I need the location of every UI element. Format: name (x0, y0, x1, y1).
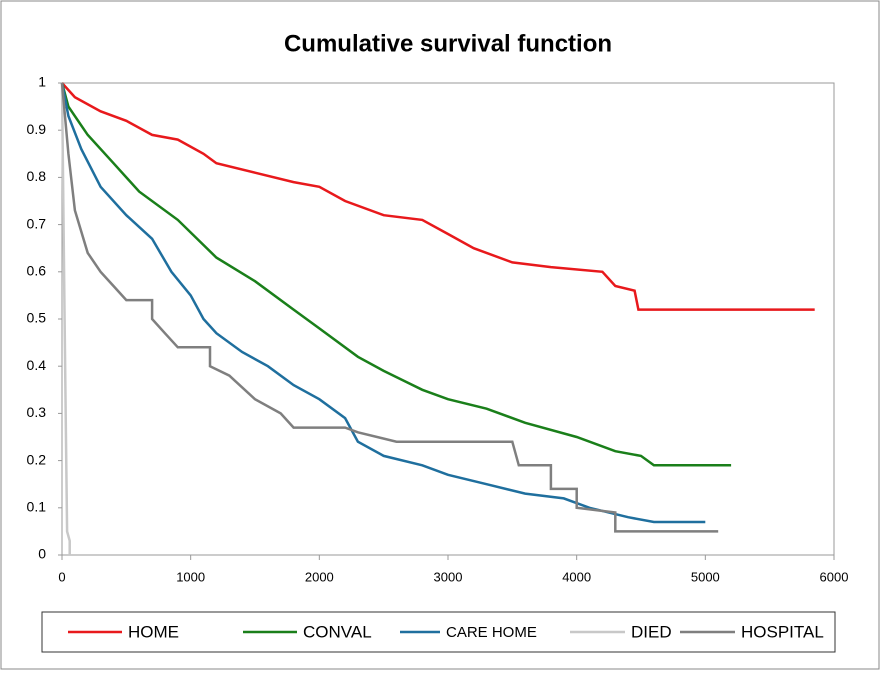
legend-box (41, 611, 836, 653)
y-tick-label: 0.7 (27, 215, 47, 231)
y-tick-label: 1 (38, 74, 46, 90)
y-tick-label: 0.8 (27, 168, 47, 184)
y-tick-label: 0.1 (27, 499, 47, 515)
x-tick-label: 5000 (691, 569, 720, 584)
x-tick-label: 1000 (176, 569, 205, 584)
y-tick-label: 0 (38, 546, 46, 562)
y-tick-label: 0.5 (27, 310, 47, 326)
legend-label: CARE HOME (446, 624, 537, 641)
x-tick-label: 3000 (434, 569, 463, 584)
x-tick-label: 4000 (562, 569, 591, 584)
y-tick-label: 0.9 (27, 121, 47, 137)
legend-label: HOSPITAL (741, 622, 824, 641)
legend-label: HOME (128, 622, 179, 641)
y-tick-label: 0.6 (27, 263, 47, 279)
x-tick-label: 2000 (305, 569, 334, 584)
legend-label: CONVAL (303, 622, 372, 641)
chart-title: Cumulative survival function (284, 30, 612, 57)
legend-label: DIED (631, 622, 672, 641)
y-tick-label: 0.2 (27, 451, 47, 467)
series-line (60, 82, 732, 467)
x-tick-label: 0 (58, 569, 65, 584)
series-line (60, 82, 719, 533)
series-line (60, 82, 706, 524)
y-tick-label: 0.4 (27, 357, 47, 373)
y-tick-label: 0.3 (27, 404, 47, 420)
series-line (61, 82, 815, 311)
series-line (60, 82, 71, 555)
x-tick-label: 6000 (820, 569, 849, 584)
